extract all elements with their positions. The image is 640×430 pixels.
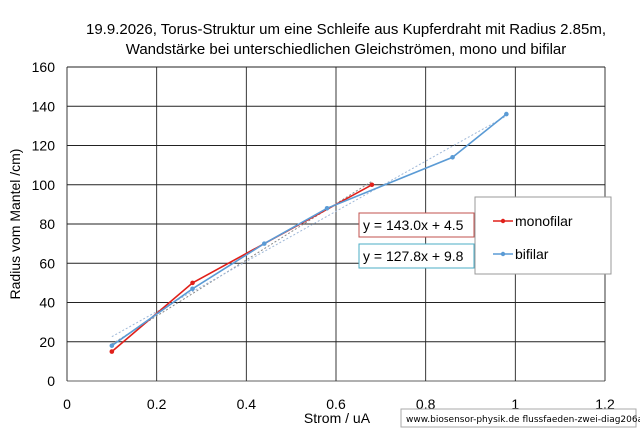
trendline-label-box-monofilar (358, 212, 475, 238)
legend-marker-bifilar (500, 251, 506, 257)
y-tick-label: 160 (32, 59, 56, 75)
y-tick-label: 0 (47, 373, 55, 389)
data-point-monofilar (109, 349, 115, 354)
x-tick-label: 1 (511, 396, 519, 412)
series-line-bifilar (111, 113, 507, 347)
trendline-label-box-bifilar (358, 243, 475, 269)
credit-text: www.biosensor-physik.de flussfaeden-zwei… (406, 415, 640, 425)
trendline-bifilar (111, 115, 507, 338)
chart-title-line-1: 19.9.2026, Torus-Struktur um eine Schlei… (86, 21, 606, 38)
legend-box (474, 196, 612, 275)
data-point-bifilar (261, 241, 267, 246)
series-line-monofilar (111, 184, 373, 353)
credit-box: www.biosensor-physik.de flussfaeden-zwei… (400, 408, 640, 428)
x-axis-label: Strom / uA (304, 410, 371, 426)
legend-label-monofilar: monofilar (515, 213, 573, 229)
legend-marker-monofilar (500, 218, 506, 224)
y-tick-label: 80 (39, 216, 55, 232)
y-tick-label: 100 (32, 177, 56, 193)
data-point-bifilar (324, 206, 330, 211)
x-tick-label: 1.2 (595, 396, 615, 412)
y-tick-labels: 0 20 40 60 80 100 120 140 160 (32, 59, 56, 389)
data-point-monofilar (190, 280, 195, 286)
y-tick-label: 140 (32, 98, 56, 114)
trendlines (111, 115, 507, 345)
y-tick-label: 20 (39, 334, 55, 350)
y-tick-label: 40 (39, 295, 55, 311)
legend-label-bifilar: bifilar (515, 246, 549, 262)
legend: monofilar bifilar (474, 196, 612, 275)
trendline-label-monofilar: y = 143.0x + 4.5 (358, 212, 475, 238)
series-layer (109, 111, 509, 354)
trendline-equation-monofilar: y = 143.0x + 4.5 (363, 217, 464, 233)
data-point-monofilar (369, 182, 375, 188)
x-tick-label: 0.6 (326, 396, 346, 412)
y-axis-label: Radius vom Mantel /cm) (7, 149, 23, 300)
trendline-monofilar (111, 180, 373, 345)
x-tick-labels: 0 0.2 0.4 0.6 0.8 1 1.2 (63, 396, 615, 412)
y-tick-label: 120 (32, 138, 56, 154)
x-tick-label: 0.8 (416, 396, 436, 412)
trendline-equation-bifilar: y = 127.8x + 9.8 (363, 248, 464, 264)
credit-background (400, 408, 637, 428)
y-tick-label: 60 (39, 255, 55, 271)
data-point-bifilar (190, 286, 195, 292)
data-point-bifilar (504, 111, 509, 117)
trendline-label-bifilar: y = 127.8x + 9.8 (358, 243, 475, 269)
x-tick-label: 0 (63, 396, 71, 412)
x-tick-label: 0.4 (237, 396, 257, 412)
data-point-bifilar (450, 154, 455, 160)
x-tick-label: 0.2 (147, 396, 167, 412)
chart-title-line-2: Wandstärke bei unterschiedlichen Gleichs… (126, 41, 567, 58)
data-point-bifilar (109, 343, 115, 348)
